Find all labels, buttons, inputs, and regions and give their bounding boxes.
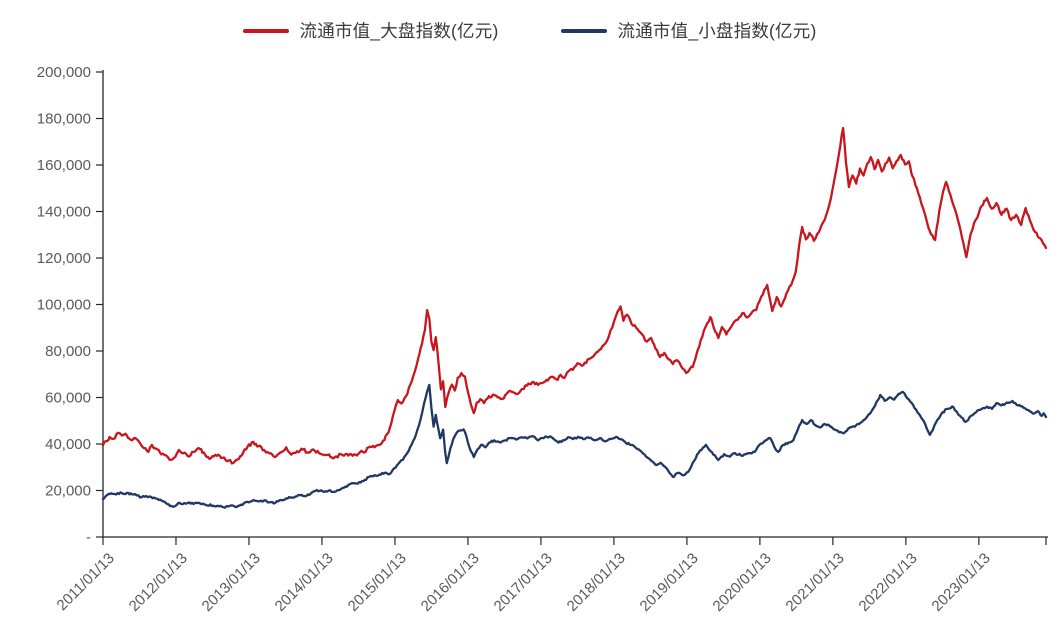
x-tick-label: 2020/01/13 — [710, 550, 775, 615]
series-line-small-cap — [101, 383, 1048, 509]
x-tick-label: 2011/01/13 — [54, 550, 118, 614]
series-line-large-cap — [101, 126, 1048, 465]
y-tick-label: 80,000 — [45, 343, 91, 360]
legend-item-large-cap: 流通市值_大盘指数(亿元) — [242, 18, 499, 43]
x-axis-ticks: 2011/01/13 2012/01/13 2013/01/13 2014/01/13… — [54, 537, 1047, 615]
x-tick-label: 2021/01/13 — [783, 550, 848, 615]
legend-label-small-cap: 流通市值_小盘指数(亿元) — [617, 21, 817, 41]
x-tick-label: 2017/01/13 — [491, 550, 556, 615]
y-tick-label: 140,000 — [37, 204, 91, 221]
y-tick-label: 180,000 — [37, 111, 91, 128]
legend-item-small-cap: 流通市值_小盘指数(亿元) — [560, 18, 817, 43]
legend-line-swatch-small-cap — [560, 28, 607, 33]
x-tick-label: 2023/01/13 — [929, 550, 994, 615]
y-tick-label: 200,000 — [37, 64, 91, 81]
x-tick-label: 2019/01/13 — [637, 550, 702, 615]
y-tick-label: 40,000 — [45, 436, 91, 453]
y-axis-ticks: 200,000 180,000 160,000 140,000 120,000 100,0… — [37, 64, 103, 546]
x-tick-label: 2013/01/13 — [199, 550, 264, 615]
y-tick-label: 60,000 — [45, 390, 91, 407]
x-tick-label: 2014/01/13 — [272, 550, 337, 615]
axes — [102, 70, 1048, 538]
y-tick-label: 160,000 — [37, 157, 91, 174]
legend-label-large-cap: 流通市值_大盘指数(亿元) — [299, 21, 499, 41]
y-tick-label: 120,000 — [37, 250, 91, 267]
x-tick-label: 2016/01/13 — [418, 550, 483, 615]
x-tick-label: 2012/01/13 — [126, 550, 191, 615]
x-tick-label: 2015/01/13 — [345, 550, 410, 615]
y-tick-label: 100,000 — [37, 297, 91, 314]
legend: 流通市值_大盘指数(亿元) 流通市值_小盘指数(亿元) — [0, 18, 1059, 43]
y-tick-label: 20,000 — [45, 483, 91, 500]
legend-line-swatch-large-cap — [242, 28, 289, 33]
x-tick-label: 2022/01/13 — [856, 550, 921, 615]
y-tick-label: - — [86, 529, 91, 546]
x-tick-label: 2018/01/13 — [564, 550, 629, 615]
